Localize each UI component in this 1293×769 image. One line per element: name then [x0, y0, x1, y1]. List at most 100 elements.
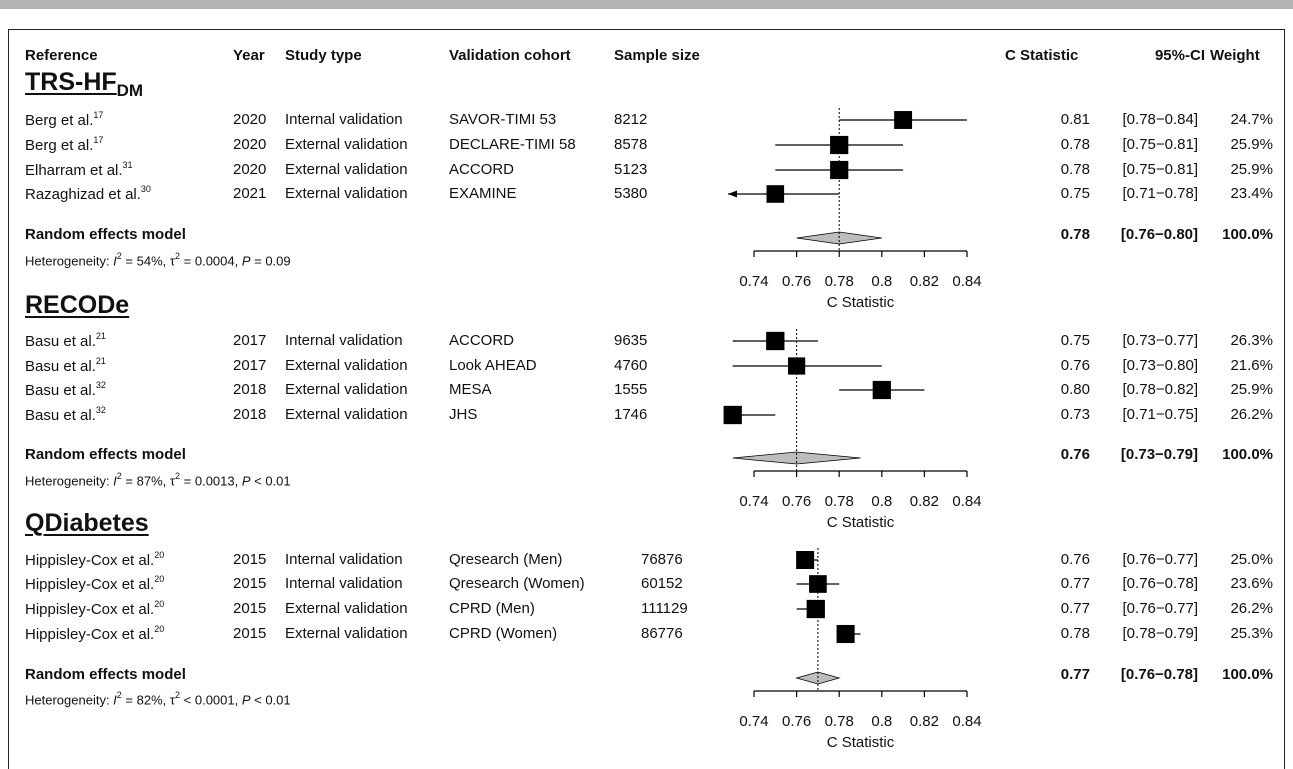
study-cohort: Qresearch (Women): [449, 575, 585, 592]
study-ci: [0.71−0.78]: [1122, 185, 1198, 202]
study-type: External validation: [285, 381, 408, 398]
study-ci: [0.75−0.81]: [1122, 136, 1198, 153]
study-year: 2015: [233, 551, 267, 568]
study-weight: 25.9%: [1230, 381, 1273, 398]
study-type: External validation: [285, 161, 408, 178]
study-year: 2017: [233, 332, 267, 349]
study-c-statistic: 0.78: [1060, 161, 1090, 178]
het-tau-power: 2: [175, 471, 181, 481]
study-reference-text: Berg et al.: [25, 112, 94, 129]
het-p-value: = 0.09: [250, 253, 291, 269]
study-year: 2015: [233, 625, 267, 642]
het-prefix: Heterogeneity:: [25, 253, 114, 269]
pooled-ci: [0.76−0.78]: [1120, 666, 1198, 683]
het-prefix: Heterogeneity:: [25, 692, 114, 708]
heterogeneity: Heterogeneity: I2 = 87%, τ2 = 0.0013, P …: [25, 471, 291, 489]
study-c-statistic: 0.77: [1060, 575, 1090, 592]
study-type: Internal validation: [285, 332, 403, 349]
group-title-text: RECODe: [25, 291, 130, 319]
study-weight: 26.2%: [1230, 600, 1273, 617]
het-p-value: < 0.01: [250, 692, 291, 708]
study-reference: Berg et al.17: [25, 110, 104, 129]
study-reference: Basu et al.32: [25, 381, 106, 399]
study-weight: 25.0%: [1230, 551, 1273, 568]
study-ci: [0.73−0.80]: [1122, 357, 1198, 374]
study-c-statistic: 0.78: [1060, 625, 1090, 642]
study-type: External validation: [285, 185, 408, 202]
study-reference: Hippisley-Cox et al.20: [25, 624, 165, 643]
study-ci: [0.76−0.77]: [1122, 551, 1198, 568]
study-cohort: EXAMINE: [449, 185, 517, 202]
study-c-statistic: 0.78: [1060, 136, 1090, 153]
het-p: P: [241, 253, 251, 269]
study-cohort: Qresearch (Men): [449, 551, 563, 568]
header-95ci: 95%-CI: [1154, 47, 1205, 64]
study-reference: Basu et al.32: [25, 405, 106, 424]
study-type: Internal validation: [285, 575, 403, 592]
study-c-statistic: 0.75: [1060, 332, 1090, 349]
study-reference-superscript: 17: [93, 135, 104, 145]
study-sample-size: 4760: [614, 357, 648, 374]
study-sample-size: 5380: [614, 185, 648, 202]
study-reference: Berg et al.17: [25, 135, 104, 154]
study-cohort: ACCORD: [449, 161, 515, 178]
header-weight: Weight: [1210, 47, 1260, 64]
study-cohort: Look AHEAD: [449, 357, 537, 374]
group-title: RECODe: [25, 293, 129, 318]
study-c-statistic: 0.73: [1060, 406, 1090, 423]
pooled-weight: 100.0%: [1222, 446, 1273, 463]
study-weight: 23.4%: [1230, 185, 1273, 202]
het-tau-value: = 0.0013,: [180, 473, 242, 489]
het-tau-value: = 0.0004,: [180, 253, 242, 269]
study-ci: [0.75−0.81]: [1122, 161, 1198, 178]
pooled-weight: 100.0%: [1222, 226, 1273, 243]
study-c-statistic: 0.75: [1060, 185, 1090, 202]
study-reference-superscript: 20: [154, 550, 165, 560]
header-c-statistic: C Statistic: [1005, 47, 1079, 64]
study-cohort: MESA: [449, 381, 492, 398]
study-reference-superscript: 20: [154, 574, 165, 584]
study-ci: [0.78−0.82]: [1122, 381, 1198, 398]
group-title-text: QDiabetes: [25, 509, 149, 537]
figure-frame: [8, 29, 1285, 769]
study-reference-text: Razaghizad et al.: [25, 186, 141, 203]
study-reference-superscript: 21: [95, 356, 106, 366]
pooled-c-statistic: 0.76: [1060, 446, 1090, 463]
group-title: TRS-HFDM: [25, 70, 143, 100]
study-reference: Hippisley-Cox et al.20: [25, 574, 165, 593]
study-reference-superscript: 32: [95, 405, 106, 415]
top-bar: [0, 0, 1293, 9]
study-ci: [0.78−0.79]: [1122, 625, 1198, 642]
het-i2: I: [113, 253, 117, 269]
study-sample-size: 60152: [641, 575, 683, 592]
study-cohort: SAVOR-TIMI 53: [449, 111, 557, 128]
study-year: 2021: [233, 185, 267, 202]
pooled-c-statistic: 0.77: [1060, 666, 1090, 683]
study-year: 2017: [233, 357, 267, 374]
het-i2: I: [113, 473, 117, 489]
study-reference-superscript: 20: [154, 624, 165, 634]
study-reference-text: Basu et al.: [25, 407, 96, 424]
study-ci: [0.73−0.77]: [1122, 332, 1198, 349]
study-reference-superscript: 21: [95, 331, 106, 341]
study-reference-superscript: 31: [122, 160, 133, 170]
study-reference: Razaghizad et al.30: [25, 184, 151, 203]
study-year: 2015: [233, 600, 267, 617]
heterogeneity: Heterogeneity: I2 = 54%, τ2 = 0.0004, P …: [25, 252, 291, 269]
study-sample-size: 1746: [614, 406, 648, 423]
group-title-subscript: DM: [116, 81, 144, 100]
study-reference-text: Hippisley-Cox et al.: [25, 626, 155, 643]
study-sample-size: 9635: [614, 332, 648, 349]
het-i2-value: = 82%, τ: [121, 692, 176, 708]
study-reference-superscript: 17: [93, 110, 104, 120]
study-cohort: CPRD (Women): [449, 625, 558, 642]
het-i2: I: [113, 692, 117, 708]
study-year: 2020: [233, 161, 267, 178]
study-reference-superscript: 30: [140, 184, 151, 194]
study-reference: Hippisley-Cox et al.20: [25, 600, 164, 618]
group-title: QDiabetes: [25, 511, 149, 536]
study-reference-text: Berg et al.: [25, 137, 94, 154]
pooled-label: Random effects model: [25, 446, 186, 463]
study-type: Internal validation: [285, 111, 403, 128]
study-type: External validation: [285, 600, 408, 617]
